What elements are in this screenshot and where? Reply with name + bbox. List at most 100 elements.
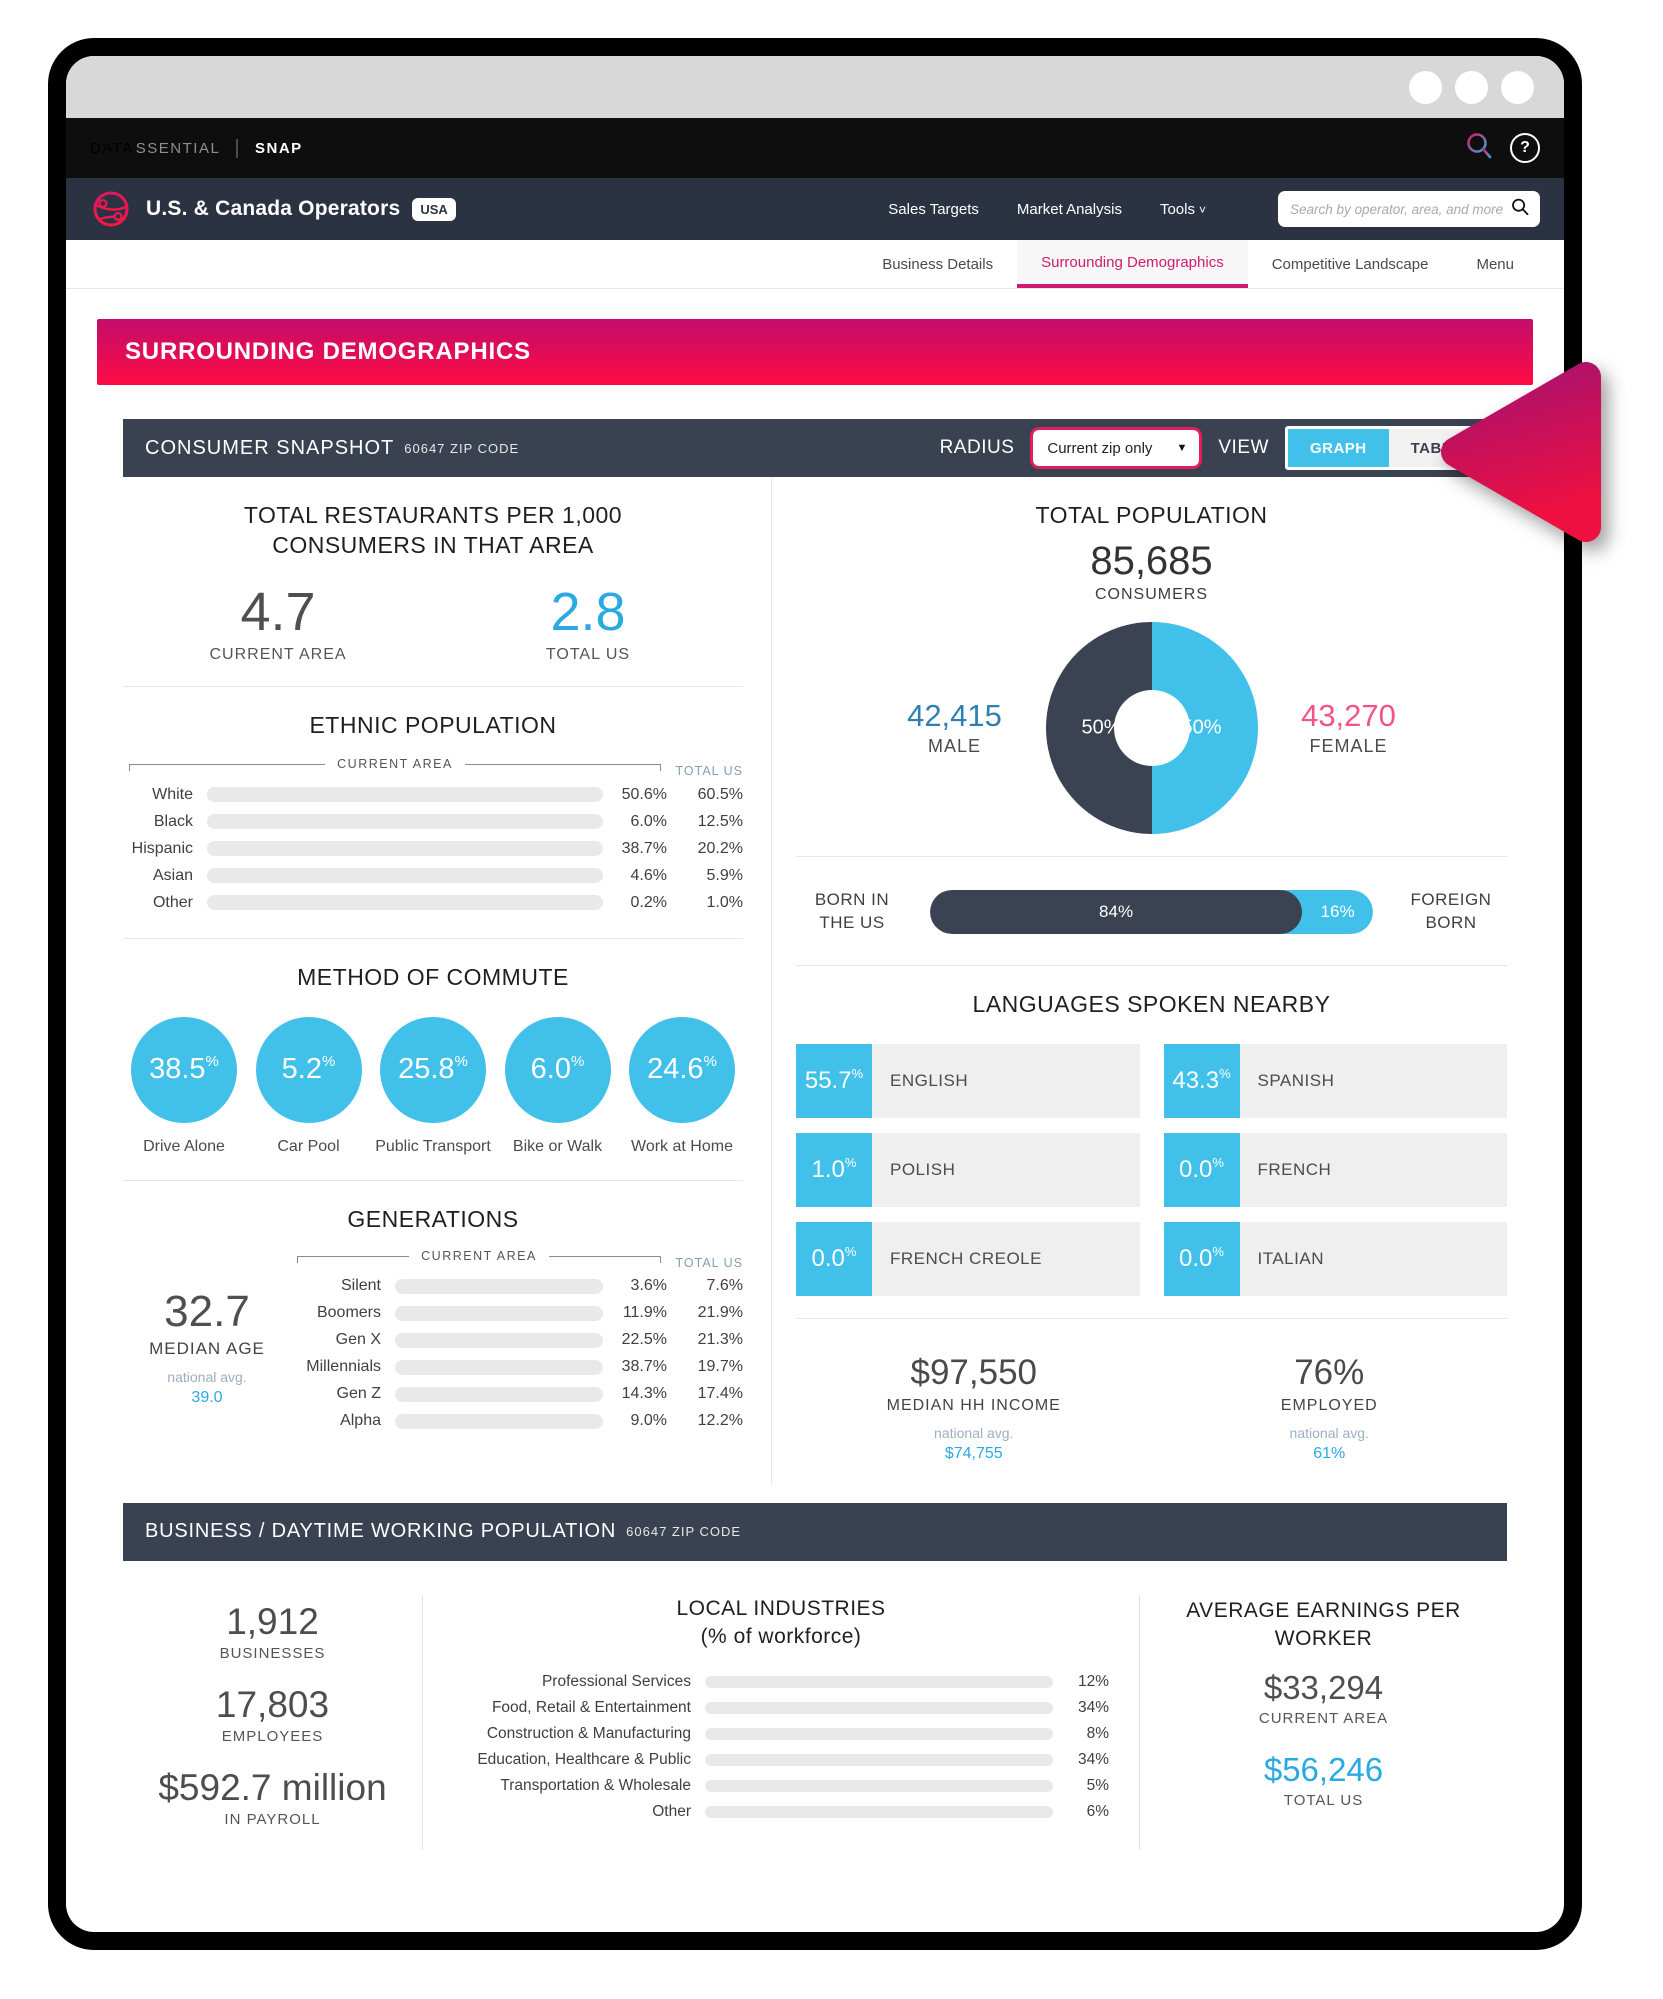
born-us-segment: 84%: [930, 889, 1303, 934]
donut-hole: [1113, 689, 1190, 766]
ethnic-bar-row: Asian 4.6% 5.9%: [152, 866, 743, 884]
restaurants-us-value: 2.8: [550, 581, 626, 642]
tab-business-details[interactable]: Business Details: [882, 255, 994, 273]
bar-track: [395, 1359, 603, 1375]
industry-bar-row: Transportation & Wholesale 5%: [500, 1777, 1109, 1795]
brand-divider: |: [234, 136, 242, 159]
average-earnings-block: AVERAGE EARNINGS PER WORKER $33,294 CURR…: [1139, 1594, 1507, 1850]
radius-label: RADIUS: [939, 437, 1015, 458]
search-box[interactable]: [1278, 191, 1540, 227]
window-dot-icon: [1409, 70, 1442, 104]
window-dot-icon: [1501, 70, 1534, 104]
commute-item: 6.0% Bike or Walk: [499, 1016, 617, 1158]
total-us-header: TOTAL US: [675, 1255, 743, 1270]
snapshot-zipcode: 60647 ZIP CODE: [404, 440, 520, 456]
snapshot-title: CONSUMER SNAPSHOT: [145, 436, 395, 459]
bar-track: [395, 1332, 603, 1348]
language-percent: 0.0%: [796, 1221, 872, 1296]
page-tabs: Business Details Surrounding Demographic…: [66, 240, 1564, 289]
total-population-section: TOTAL POPULATION 85,685 CONSUMERS 42,415…: [796, 477, 1507, 856]
business-title: BUSINESS / DAYTIME WORKING POPULATION: [145, 1520, 617, 1543]
bar-track: [207, 814, 603, 830]
restaurants-section: TOTAL RESTAURANTS PER 1,000 CONSUMERS IN…: [123, 477, 743, 686]
business-zipcode: 60647 ZIP CODE: [626, 1524, 742, 1540]
gender-donut-chart: 50% 50%: [1045, 621, 1258, 834]
language-tile: 0.0% FRENCH: [1163, 1132, 1507, 1207]
industries-bar-list: Professional Services 12% Food, Retail &…: [453, 1669, 1109, 1825]
help-icon[interactable]: ?: [1510, 133, 1540, 163]
restaurants-current-value: 4.7: [240, 581, 316, 642]
bar-track: [395, 1305, 603, 1321]
bar-track: [395, 1413, 603, 1429]
bar-track: [705, 1806, 1053, 1819]
languages-title: LANGUAGES SPOKEN NEARBY: [972, 990, 1331, 1017]
local-industries-block: LOCAL INDUSTRIES (% of workforce) Profess…: [423, 1595, 1139, 1850]
median-age-value: 32.7: [164, 1286, 250, 1336]
search-input[interactable]: [1290, 201, 1510, 217]
population-total-label: CONSUMERS: [1094, 585, 1208, 603]
nav-tools[interactable]: Tools ˅: [1159, 200, 1206, 218]
consumer-snapshot-header: CONSUMER SNAPSHOT 60647 ZIP CODE RADIUS …: [123, 419, 1507, 477]
earnings-title: AVERAGE EARNINGS PER WORKER: [1186, 1598, 1461, 1650]
ethnic-bar-row: Black 6.0% 12.5%: [153, 812, 743, 830]
median-natl-label: national avg.: [167, 1368, 247, 1385]
restaurants-current-label: CURRENT AREA: [209, 646, 347, 664]
restaurants-title: TOTAL RESTAURANTS PER 1,000 CONSUMERS IN…: [243, 502, 623, 558]
income-natl-value: $74,755: [944, 1444, 1003, 1462]
current-area-bracket: CURRENT AREA: [123, 757, 667, 772]
earnings-us-label: TOTAL US: [1283, 1792, 1364, 1810]
commute-circle: 24.6%: [629, 1016, 735, 1123]
female-stat: 43,270 FEMALE: [1284, 698, 1414, 757]
nav-sales-targets[interactable]: Sales Targets: [888, 200, 979, 218]
female-label: FEMALE: [1309, 736, 1388, 757]
product-name: SNAP: [255, 139, 303, 157]
generation-bar-row: Gen X 22.5% 21.3%: [335, 1331, 743, 1349]
usa-badge: USA: [412, 197, 456, 221]
commute-circle: 38.5%: [131, 1016, 237, 1123]
radius-dropdown[interactable]: Current zip only ▼: [1030, 427, 1203, 469]
ethnic-bar-list: White 50.6% 60.5% Black: [123, 781, 743, 916]
commute-section: METHOD OF COMMUTE 38.5% Drive Alone: [123, 938, 743, 1180]
employed-natl-label: national avg.: [1289, 1424, 1369, 1441]
bar-track: [705, 1728, 1053, 1741]
male-percent: 50%: [1081, 716, 1122, 739]
app-title: U.S. & Canada Operators: [146, 197, 401, 220]
view-graph-button[interactable]: GRAPH: [1287, 429, 1389, 467]
language-percent: 43.3%: [1163, 1043, 1240, 1118]
bar-track: [207, 841, 603, 857]
global-search-icon[interactable]: [1464, 131, 1494, 166]
page-banner: SURROUNDING DEMOGRAPHICS: [97, 319, 1533, 385]
search-icon[interactable]: [1510, 197, 1530, 222]
window-titlebar: [66, 56, 1564, 118]
commute-circle: 25.8%: [380, 1016, 486, 1123]
dropdown-caret-icon: ▼: [1176, 442, 1188, 454]
commute-item: 5.2% Car Pool: [250, 1016, 368, 1158]
tab-competitive-landscape[interactable]: Competitive Landscape: [1271, 255, 1429, 273]
industry-bar-row: Construction & Manufacturing 8%: [486, 1725, 1109, 1743]
page-title: SURROUNDING DEMOGRAPHICS: [125, 338, 531, 365]
earnings-us-value: $56,246: [1263, 1751, 1384, 1789]
brand-bar: DATA SSENTIAL | SNAP ?: [66, 118, 1564, 178]
male-label: MALE: [927, 736, 982, 757]
app-bar: U.S. & Canada Operators USA Sales Target…: [66, 178, 1564, 240]
language-tile: 0.0% ITALIAN: [1163, 1221, 1507, 1296]
languages-grid: 55.7% ENGLISH 43.3%: [796, 1043, 1507, 1296]
tab-surrounding-demographics[interactable]: Surrounding Demographics: [1017, 240, 1248, 288]
generation-bar-row: Millennials 38.7% 19.7%: [306, 1358, 743, 1376]
nav-market-analysis[interactable]: Market Analysis: [1016, 200, 1122, 218]
ethnic-population-section: ETHNIC POPULATION CURRENT AREA TOTAL US: [123, 686, 743, 938]
employed-block: 76% EMPLOYED national avg. 61%: [1152, 1353, 1508, 1463]
generations-section: GENERATIONS 32.7 MEDIAN AGE national avg…: [123, 1179, 743, 1457]
brand-logo: DATA SSENTIAL | SNAP: [90, 137, 303, 160]
population-title: TOTAL POPULATION: [1035, 502, 1268, 528]
median-age-label: MEDIAN AGE: [149, 1338, 265, 1358]
generation-bar-row: Gen Z 14.3% 17.4%: [336, 1385, 743, 1403]
industry-bar-row: Food, Retail & Entertainment 34%: [491, 1699, 1109, 1717]
bar-track: [207, 895, 603, 911]
total-us-header: TOTAL US: [675, 764, 743, 779]
current-area-bracket: CURRENT AREA: [291, 1249, 667, 1263]
bar-track: [207, 787, 603, 803]
median-age-block: 32.7 MEDIAN AGE national avg. 39.0: [123, 1239, 291, 1435]
tab-menu[interactable]: Menu: [1476, 255, 1514, 273]
brand-bold: DATA: [90, 139, 134, 157]
